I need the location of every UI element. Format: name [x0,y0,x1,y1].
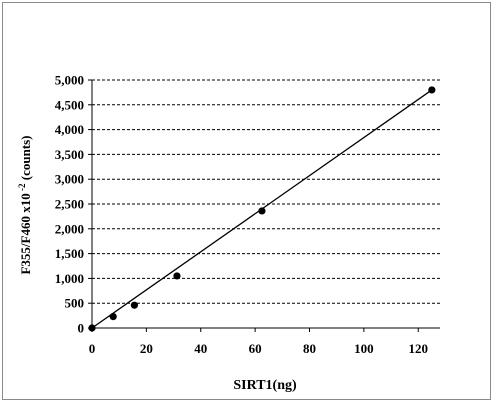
y-tick-label-2: 1,000 [55,271,84,286]
data-point-0-0 [88,324,96,332]
y-axis-title-prefix: F355/F460 x10 [18,193,33,274]
y-tick-label-0: 0 [78,321,85,336]
y-tick-label-10: 5,000 [55,73,84,88]
x-tick-label-1: 20 [140,341,153,356]
x-tick-label-4: 80 [303,341,316,356]
y-tick-label-9: 4,500 [55,97,84,112]
data-series [88,86,436,332]
data-point-0-5 [428,86,436,94]
y-tick-label-1: 500 [65,296,85,311]
x-tick-label-3: 60 [249,341,262,356]
y-axis-title: F355/F460 x10 -2 (counts) [17,135,33,274]
grid-lines [92,79,440,304]
y-tick-label-6: 3,000 [55,172,84,187]
tick-labels: 0 500 1,000 1,500 2,000 2,500 3,000 3,500 4,000 4… [55,73,428,357]
data-point-0-3 [173,272,181,280]
x-axis-title: SIRT1(ng) [233,378,297,393]
data-point-0-1 [109,312,117,321]
y-tick-label-7: 3,500 [55,147,84,162]
chart-frame [2,2,491,400]
y-axis-title-superscript: -2 [17,183,27,193]
x-tick-label-2: 40 [194,341,207,356]
y-tick-label-3: 1,500 [55,246,84,261]
data-point-0-2 [130,301,139,309]
y-tick-label-5: 2,500 [55,197,84,212]
y-axis-title-suffix: (counts) [18,135,33,183]
x-tick-label-5: 100 [354,341,374,356]
y-tick-label-4: 2,000 [55,221,84,236]
x-tick-label-6: 120 [409,341,429,356]
data-point-0-4 [258,207,266,215]
y-tick-label-8: 4,000 [55,122,84,137]
x-tick-label-0: 0 [89,341,96,356]
